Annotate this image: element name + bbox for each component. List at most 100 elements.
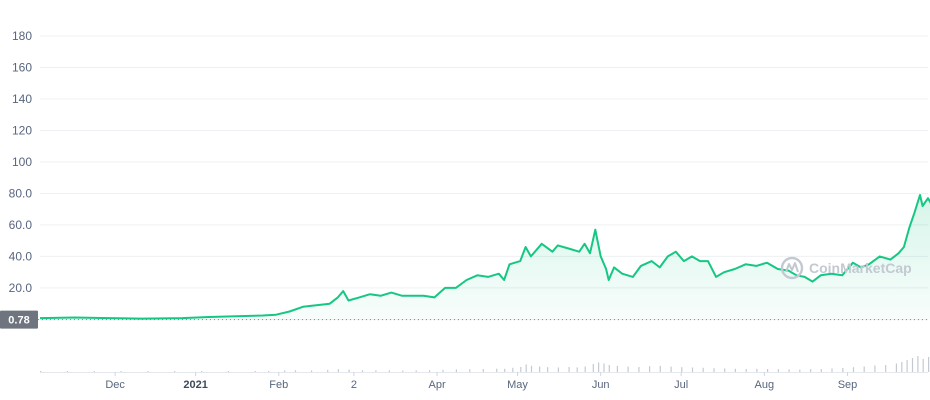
- volume-bar: [375, 370, 377, 372]
- y-axis: 20.0 40.0 60.0 80.0 100 120 140 160 180: [9, 29, 33, 295]
- volume-bar: [348, 369, 350, 372]
- x-tick-label: Apr: [428, 379, 445, 391]
- volume-bar: [120, 371, 122, 372]
- baseline-label: 0.78: [0, 310, 38, 329]
- volume-bar: [311, 370, 313, 372]
- volume-bar: [724, 368, 726, 372]
- x-axis: Dec 2021 Feb 2 Apr May Jun Jul Aug Sep: [105, 372, 857, 391]
- x-tick-label: Jul: [674, 379, 688, 391]
- y-tick-label: 180: [12, 29, 32, 43]
- y-tick-label: 140: [12, 92, 32, 106]
- volume-bar: [429, 370, 431, 372]
- volume-bar: [842, 368, 844, 372]
- price-area-fill: [40, 195, 930, 320]
- volume-bar: [922, 359, 924, 372]
- volume-bar: [702, 367, 704, 372]
- volume-bar: [713, 368, 715, 372]
- volume-bar: [670, 366, 672, 372]
- volume-bar: [496, 368, 498, 372]
- volume-bar: [525, 364, 527, 372]
- volume-bar: [469, 369, 471, 372]
- volume-bar: [603, 363, 605, 372]
- volume-bar: [598, 362, 600, 372]
- volume-bar: [901, 362, 903, 372]
- volume-bar: [584, 366, 586, 372]
- volume-bar: [504, 368, 506, 372]
- volume-bar: [906, 360, 908, 372]
- volume-bar: [539, 366, 541, 372]
- volume-bar: [659, 365, 661, 372]
- volume-bar: [147, 371, 149, 372]
- volume-bar: [201, 371, 203, 372]
- volume-bars: [40, 356, 930, 373]
- volume-bar: [547, 367, 549, 372]
- volume-bar: [576, 367, 578, 372]
- volume-bar: [361, 370, 364, 372]
- volume-bar: [627, 366, 629, 372]
- volume-bar: [820, 369, 822, 372]
- y-tick-label: 60.0: [9, 218, 33, 232]
- volume-bar: [442, 369, 444, 372]
- y-tick-label: 40.0: [9, 249, 33, 263]
- x-tick-label: Dec: [105, 379, 125, 391]
- coinmarketcap-logo-icon: [780, 256, 804, 280]
- volume-bar: [767, 369, 769, 372]
- grid-lines: [0, 35, 928, 320]
- x-tick-label: Jun: [592, 379, 610, 391]
- volume-bar: [649, 366, 651, 372]
- volume-bar: [799, 369, 801, 372]
- volume-bar: [831, 368, 833, 372]
- y-tick-label: 80.0: [9, 186, 33, 200]
- y-tick-label: 160: [12, 60, 32, 74]
- volume-bar: [681, 367, 683, 372]
- x-tick-label: Feb: [269, 379, 288, 391]
- x-tick-label: May: [507, 379, 528, 391]
- volume-bar: [863, 366, 865, 372]
- volume-bar: [40, 371, 42, 372]
- volume-bar: [327, 369, 329, 372]
- x-tick-label: 2: [351, 379, 357, 391]
- volume-bar: [568, 367, 570, 372]
- volume-bar: [337, 369, 339, 372]
- baseline-value: 0.78: [8, 315, 29, 327]
- volume-bar: [66, 371, 68, 372]
- volume-bar: [756, 368, 758, 372]
- x-tick-label: Sep: [838, 379, 858, 391]
- volume-bar: [616, 366, 618, 372]
- volume-bar: [928, 357, 930, 372]
- volume-bar: [691, 367, 694, 372]
- volume-bar: [294, 370, 297, 372]
- volume-bar: [415, 370, 417, 372]
- volume-bar: [745, 369, 747, 372]
- volume-bar: [284, 370, 286, 372]
- volume-bar: [777, 369, 779, 372]
- y-tick-label: 20.0: [9, 281, 33, 295]
- volume-bar: [512, 367, 514, 372]
- watermark: CoinMarketCap: [780, 256, 912, 280]
- volume-bar: [557, 367, 559, 372]
- y-tick-label: 100: [12, 155, 32, 169]
- volume-bar: [455, 369, 457, 372]
- volume-bar: [911, 358, 914, 372]
- volume-bar: [788, 369, 790, 372]
- volume-bar: [402, 370, 404, 372]
- volume-bar: [810, 369, 812, 372]
- volume-bar: [895, 363, 897, 372]
- volume-bar: [874, 365, 876, 372]
- volume-bar: [852, 367, 855, 372]
- volume-bar: [482, 369, 484, 372]
- volume-bar: [174, 371, 176, 372]
- volume-bar: [93, 371, 95, 372]
- volume-bar: [592, 364, 594, 372]
- volume-bar: [268, 370, 270, 372]
- volume-bar: [734, 368, 736, 372]
- price-line: [39, 194, 930, 320]
- volume-bar: [917, 356, 919, 372]
- volume-bar: [885, 365, 887, 372]
- volume-bar: [520, 367, 522, 372]
- y-tick-label: 120: [12, 123, 32, 137]
- volume-bar: [608, 365, 610, 372]
- volume-bar: [638, 367, 640, 372]
- x-tick-label: 2021: [183, 379, 207, 391]
